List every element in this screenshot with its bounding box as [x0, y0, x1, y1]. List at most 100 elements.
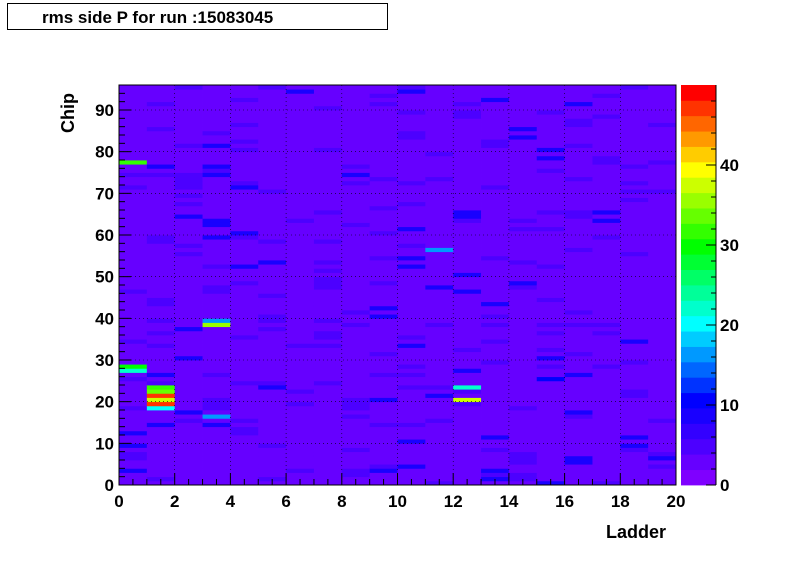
heatmap-cell — [453, 326, 482, 332]
heatmap-cell — [230, 268, 259, 273]
heatmap-cell — [174, 455, 203, 461]
heatmap-cell — [230, 364, 259, 369]
heatmap-cell — [258, 272, 287, 278]
heatmap-cell — [202, 335, 231, 340]
heatmap-cell — [369, 255, 398, 261]
heatmap-cell — [146, 368, 176, 373]
heatmap-cell — [174, 126, 203, 132]
heatmap-cell — [425, 430, 454, 436]
heatmap-cell — [119, 122, 148, 128]
heatmap-cell — [369, 89, 398, 94]
heatmap-cell — [146, 101, 176, 107]
heatmap-cell — [425, 210, 454, 215]
heatmap-cell — [369, 226, 398, 232]
heatmap-cell — [202, 472, 231, 478]
heatmap-cell — [564, 343, 593, 348]
heatmap-cell — [146, 235, 176, 240]
heatmap-cell — [397, 197, 426, 203]
heatmap-cell — [286, 218, 315, 223]
heatmap-cell — [425, 422, 454, 428]
heatmap-cell — [369, 176, 398, 182]
heatmap-cell — [397, 105, 426, 111]
heatmap-cell — [230, 180, 259, 186]
heatmap-cell — [592, 214, 621, 219]
heatmap-cell — [119, 205, 148, 211]
heatmap-cell — [258, 372, 287, 378]
heatmap-cell — [564, 268, 593, 273]
heatmap-cell — [146, 197, 176, 203]
heatmap-cell — [119, 364, 148, 369]
heatmap-cell — [230, 118, 259, 123]
heatmap-cell — [397, 289, 426, 294]
heatmap-cell — [202, 464, 231, 469]
heatmap-cell — [425, 110, 454, 115]
heatmap-cell — [453, 343, 482, 348]
heatmap-cell — [313, 451, 343, 457]
heatmap-cell — [481, 339, 510, 344]
heatmap-cell — [119, 264, 148, 269]
heatmap-cell — [564, 368, 593, 373]
heatmap-cell — [536, 322, 565, 328]
heatmap-cell — [453, 268, 482, 273]
heatmap-cell — [174, 376, 203, 382]
heatmap-cell — [119, 410, 148, 415]
heatmap-cell — [202, 476, 231, 482]
heatmap-cell — [536, 468, 565, 473]
heatmap-cell — [397, 335, 426, 340]
heatmap-cell — [313, 364, 343, 369]
heatmap-cell — [592, 243, 621, 248]
heatmap-cell — [620, 147, 649, 153]
heatmap-cell — [174, 193, 203, 198]
heatmap-cell — [481, 430, 510, 436]
heatmap-cell — [481, 455, 510, 461]
heatmap-cell — [508, 135, 538, 140]
heatmap-cell — [592, 393, 621, 398]
heatmap-cell — [620, 122, 649, 128]
heatmap-cell — [230, 347, 259, 353]
heatmap-cell — [592, 222, 621, 228]
heatmap-cell — [341, 385, 371, 390]
heatmap-cell — [369, 439, 398, 444]
heatmap-cell — [119, 322, 148, 328]
heatmap-cell — [564, 226, 593, 232]
heatmap-cell — [313, 376, 343, 382]
heatmap-cell — [397, 235, 426, 240]
heatmap-cell — [425, 401, 454, 407]
heatmap-cell — [425, 335, 454, 340]
heatmap-cell — [397, 201, 426, 207]
palette-swatch — [681, 192, 716, 209]
heatmap-cell — [481, 276, 510, 282]
heatmap-cell — [620, 176, 649, 182]
heatmap-cell — [174, 135, 203, 140]
heatmap-cell — [341, 101, 371, 107]
heatmap-cell — [146, 218, 176, 223]
heatmap-cell — [286, 422, 315, 428]
heatmap-cell — [119, 472, 148, 478]
heatmap-cell — [202, 205, 231, 211]
heatmap-cell — [313, 239, 343, 244]
heatmap-cell — [174, 122, 203, 128]
heatmap-cell — [425, 226, 454, 232]
heatmap-cell — [564, 130, 593, 136]
heatmap-cell — [592, 385, 621, 390]
heatmap-cell — [174, 330, 203, 336]
heatmap-cell — [369, 380, 398, 386]
heatmap-cell — [564, 160, 593, 165]
heatmap-cell — [258, 276, 287, 282]
heatmap-cell — [564, 126, 593, 132]
heatmap-cell — [313, 139, 343, 144]
heatmap-cell — [202, 297, 231, 303]
heatmap-cell — [620, 451, 649, 457]
heatmap-cell — [286, 201, 315, 207]
heatmap-cell — [286, 455, 315, 461]
heatmap-cell — [564, 468, 593, 473]
heatmap-cell — [202, 135, 231, 140]
heatmap-cell — [174, 210, 203, 215]
heatmap-cell — [174, 418, 203, 423]
heatmap-cell — [425, 435, 454, 440]
heatmap-cell — [119, 422, 148, 428]
heatmap-cell — [453, 472, 482, 478]
heatmap-cell — [592, 139, 621, 144]
heatmap-cell — [174, 401, 203, 407]
